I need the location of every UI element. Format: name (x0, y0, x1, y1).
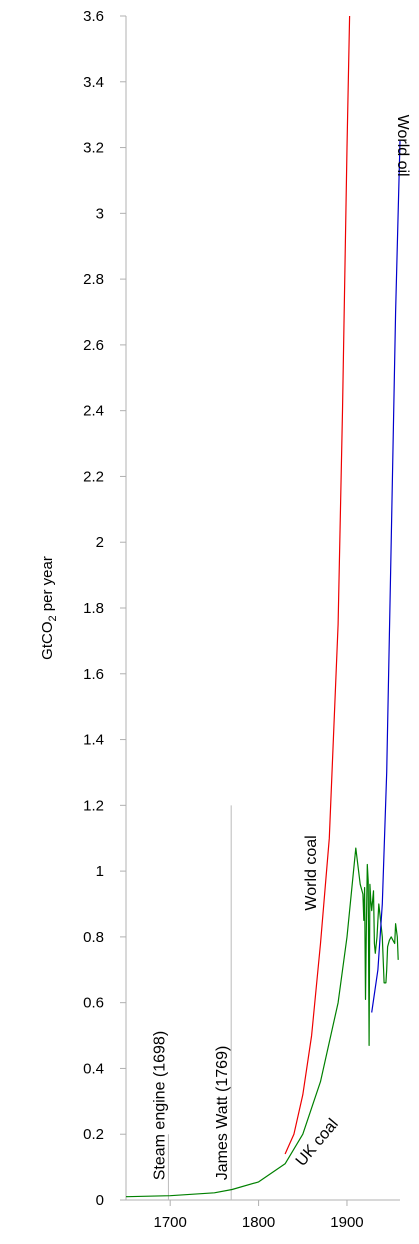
y-tick-label: 0.4 (83, 1060, 104, 1077)
y-tick-label: 2.4 (83, 403, 104, 420)
x-tick-label: 1900 (330, 1214, 363, 1231)
y-tick-label: 2.6 (83, 337, 104, 354)
marker-label-james-watt-1769: James Watt (1769) (214, 1046, 231, 1181)
x-ticks: 1700 1800 1900 (154, 1200, 364, 1231)
y-tick-label: 3.4 (83, 74, 104, 91)
y-tick-label: 0.2 (83, 1126, 104, 1143)
y-tick-label: 2.8 (83, 271, 104, 288)
world-oil-line (371, 140, 401, 1013)
y-tick-label: 1.6 (83, 666, 104, 683)
y-axis-label-subscript: 2 (47, 615, 59, 621)
event-markers: Steam engine (1698) James Watt (1769) (151, 805, 232, 1200)
y-tick-label: 1.8 (83, 600, 104, 617)
y-tick-label: 2.2 (83, 468, 104, 485)
y-axis-label: GtCO2 per year (39, 556, 59, 660)
y-tick-label: 0.8 (83, 929, 104, 946)
y-ticks: 0 0.2 0.4 0.6 0.8 1 1.2 1.4 1.6 1.8 2 2.2 2.4 2.6 2.8 3… (83, 8, 126, 1209)
x-tick-label: 1700 (154, 1214, 187, 1231)
y-tick-label: 1.4 (83, 732, 104, 749)
uk-coal-label: UK coal (293, 1116, 342, 1170)
y-tick-label: 1.2 (83, 797, 104, 814)
series-lines (125, 15, 401, 1198)
y-tick-label: 0.6 (83, 995, 104, 1012)
y-tick-label: 0 (96, 1192, 104, 1209)
x-tick-label: 1800 (242, 1214, 275, 1231)
plot-area: Steam engine (1698) James Watt (1769) 0 0.… (83, 8, 411, 1231)
uk-coal-line (125, 847, 399, 1198)
marker-label-steam-engine-1698: Steam engine (1698) (151, 1031, 168, 1180)
series-labels: UK coal World coal World oil (293, 115, 411, 1170)
y-tick-label: 3 (96, 205, 104, 222)
y-tick-label: 3.6 (83, 8, 104, 25)
world-coal-label: World coal (303, 835, 320, 910)
world-oil-label: World oil (394, 115, 411, 177)
y-tick-label: 1 (96, 863, 104, 880)
world-coal-line (284, 15, 351, 1155)
y-tick-label: 3.2 (83, 140, 104, 157)
y-tick-label: 2 (96, 534, 104, 551)
